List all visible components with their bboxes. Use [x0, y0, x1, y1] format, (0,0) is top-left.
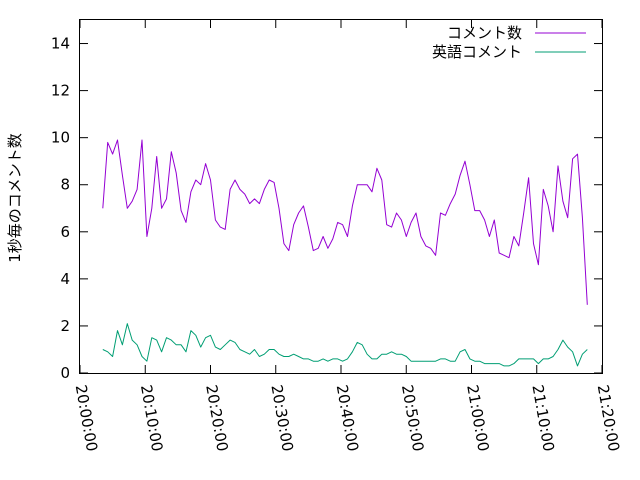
series-line-0: [102, 139, 588, 305]
y-tick-label: 14: [51, 35, 70, 53]
y-tick-label: 6: [60, 223, 70, 241]
y-tick-label: 0: [60, 364, 70, 382]
x-tick-label: 20:30:00: [267, 383, 296, 452]
series-layer: [102, 139, 588, 367]
legend-label: コメント数: [447, 24, 522, 42]
x-tick-label: 20:00:00: [72, 383, 101, 452]
y-tick-label: 4: [60, 270, 70, 288]
series-line-1: [102, 323, 588, 367]
x-tick-label: 21:00:00: [463, 383, 492, 452]
y-axis-ticks: 0 2 4 6 8 10 12 14: [51, 35, 602, 382]
y-tick-label: 12: [51, 82, 70, 100]
x-tick-label: 20:50:00: [398, 383, 427, 452]
y-axis-label: 1秒毎のコメント数: [6, 133, 24, 263]
plot-frame: [79, 19, 603, 374]
x-tick-label: 21:20:00: [594, 383, 623, 452]
legend-label: 英語コメント: [432, 43, 522, 61]
y-tick-label: 2: [60, 317, 70, 335]
x-tick-label: 20:10:00: [137, 383, 166, 452]
x-tick-label: 20:40:00: [333, 383, 362, 452]
x-tick-label: 21:10:00: [528, 383, 557, 452]
y-tick-label: 8: [60, 176, 70, 194]
y-tick-label: 10: [51, 129, 70, 147]
x-tick-label: 20:20:00: [202, 383, 231, 452]
